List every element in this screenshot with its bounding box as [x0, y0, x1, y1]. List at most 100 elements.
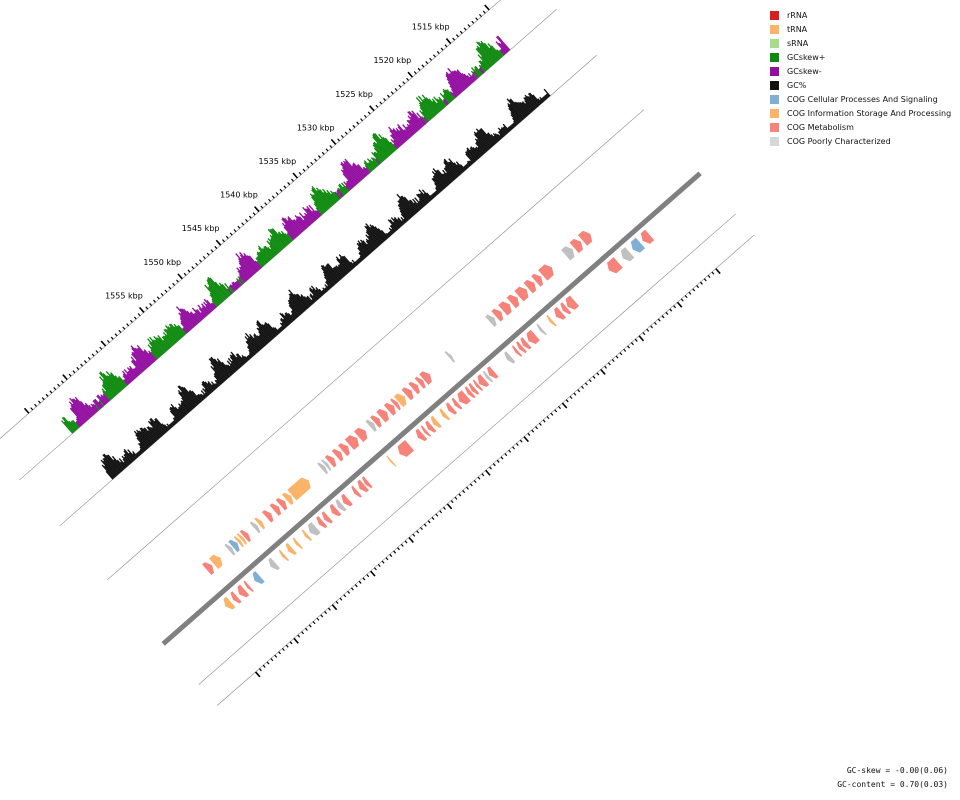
cds-feature[interactable]	[414, 376, 426, 389]
cds-feature[interactable]	[317, 462, 328, 475]
cds-feature[interactable]	[236, 533, 248, 545]
cds-feature[interactable]	[514, 286, 529, 302]
cds-feature[interactable]	[577, 230, 593, 246]
cds-feature[interactable]	[321, 459, 332, 471]
cds-feature[interactable]	[397, 440, 415, 457]
cds-feature[interactable]	[511, 345, 523, 357]
cds-feature[interactable]	[252, 571, 265, 584]
cds-feature[interactable]	[472, 379, 484, 392]
cds-feature[interactable]	[237, 584, 250, 598]
cds-feature[interactable]	[439, 408, 451, 421]
cds-feature[interactable]	[520, 337, 532, 350]
cds-feature[interactable]	[331, 448, 344, 462]
inner-tick	[381, 560, 385, 564]
cds-feature[interactable]	[243, 580, 254, 593]
cds-feature[interactable]	[477, 374, 490, 388]
cds-feature[interactable]	[337, 443, 350, 457]
cds-feature[interactable]	[365, 419, 377, 432]
gc-content-bar	[468, 160, 473, 166]
cds-feature[interactable]	[269, 503, 282, 516]
cds-feature[interactable]	[301, 529, 313, 541]
cds-feature[interactable]	[561, 246, 575, 261]
cds-feature[interactable]	[482, 370, 494, 383]
cds-feature[interactable]	[281, 492, 294, 506]
cds-feature[interactable]	[376, 408, 389, 423]
cds-feature[interactable]	[640, 229, 655, 244]
cds-feature[interactable]	[275, 497, 288, 511]
cds-feature[interactable]	[357, 479, 369, 493]
cds-feature[interactable]	[254, 517, 266, 530]
cds-feature[interactable]	[620, 247, 635, 262]
cds-feature[interactable]	[354, 427, 368, 442]
cds-feature[interactable]	[370, 415, 382, 428]
gc-skew-positive-bar	[368, 162, 376, 170]
cds-feature[interactable]	[224, 543, 236, 556]
cds-feature[interactable]	[351, 485, 362, 498]
cds-feature[interactable]	[228, 539, 240, 553]
cds-feature[interactable]	[485, 314, 497, 328]
cds-feature[interactable]	[268, 557, 280, 571]
cds-feature[interactable]	[464, 386, 476, 399]
cds-feature[interactable]	[408, 381, 421, 395]
cds-feature[interactable]	[329, 503, 342, 517]
cds-feature[interactable]	[569, 238, 583, 254]
cds-feature[interactable]	[335, 499, 347, 512]
cds-feature[interactable]	[425, 420, 437, 433]
cds-feature[interactable]	[239, 529, 251, 543]
cds-feature[interactable]	[307, 522, 321, 536]
cds-feature[interactable]	[430, 415, 442, 429]
cds-feature[interactable]	[209, 554, 223, 570]
cds-feature[interactable]	[468, 382, 480, 395]
cds-feature[interactable]	[341, 493, 353, 507]
cds-feature[interactable]	[451, 397, 463, 410]
cds-feature[interactable]	[230, 591, 242, 604]
cds-feature[interactable]	[486, 366, 499, 379]
cds-feature[interactable]	[321, 511, 333, 524]
cds-feature[interactable]	[554, 306, 567, 320]
cds-feature[interactable]	[316, 515, 328, 529]
inner-tick	[600, 368, 606, 375]
cds-feature[interactable]	[233, 535, 244, 548]
cds-feature[interactable]	[506, 294, 520, 309]
cds-feature[interactable]	[324, 454, 337, 468]
cds-feature[interactable]	[419, 371, 432, 385]
cds-feature[interactable]	[344, 435, 360, 451]
cds-feature[interactable]	[383, 402, 396, 416]
cds-feature[interactable]	[278, 549, 290, 562]
cds-feature[interactable]	[393, 393, 407, 408]
cds-feature[interactable]	[523, 279, 537, 294]
cds-feature[interactable]	[415, 428, 428, 442]
cds-feature[interactable]	[607, 257, 623, 274]
cds-feature[interactable]	[498, 301, 512, 316]
cds-feature[interactable]	[560, 302, 572, 315]
gc-content-bar	[261, 323, 275, 339]
cds-feature[interactable]	[386, 455, 397, 467]
cds-feature[interactable]	[249, 521, 261, 534]
gc-skew-negative-bar	[478, 68, 484, 75]
cds-feature[interactable]	[531, 273, 544, 287]
cds-feature[interactable]	[536, 323, 547, 336]
cds-feature[interactable]	[565, 295, 580, 310]
cds-feature[interactable]	[526, 329, 540, 344]
gc-content-bar	[469, 149, 479, 160]
cds-feature[interactable]	[292, 537, 303, 550]
cds-feature[interactable]	[445, 402, 458, 415]
cds-feature[interactable]	[390, 398, 401, 411]
cds-feature[interactable]	[420, 425, 432, 437]
cds-feature[interactable]	[538, 264, 554, 281]
cds-feature[interactable]	[630, 237, 646, 253]
cds-feature[interactable]	[261, 510, 274, 523]
cds-feature[interactable]	[223, 596, 236, 610]
cds-feature[interactable]	[504, 351, 516, 364]
cds-feature[interactable]	[516, 341, 527, 354]
cds-feature[interactable]	[444, 351, 455, 363]
cds-feature[interactable]	[401, 387, 414, 401]
cds-feature[interactable]	[491, 308, 504, 322]
gc-content-bar	[174, 406, 185, 418]
cds-feature[interactable]	[361, 476, 373, 489]
cds-feature[interactable]	[457, 390, 471, 405]
cds-feature[interactable]	[287, 477, 311, 501]
cds-feature[interactable]	[546, 314, 557, 327]
cds-feature[interactable]	[202, 562, 215, 576]
cds-feature[interactable]	[285, 542, 297, 556]
